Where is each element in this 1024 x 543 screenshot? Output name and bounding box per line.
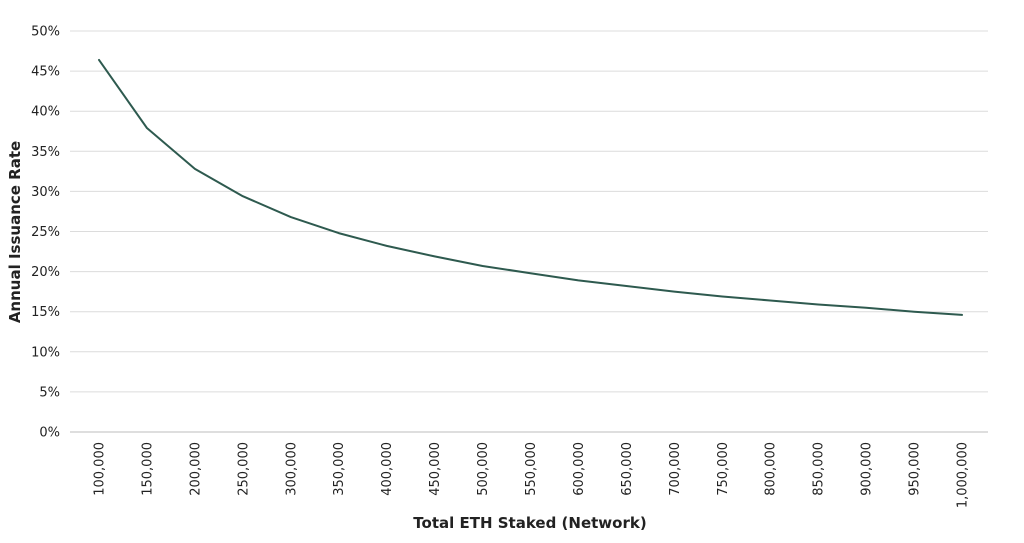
- series-line: [98, 58, 963, 316]
- x-axis-title: Total ETH Staked (Network): [413, 514, 646, 532]
- x-tick-label: 900,000: [860, 442, 875, 496]
- x-tick-label: 650,000: [620, 442, 635, 496]
- y-tick-label: 25%: [31, 225, 60, 240]
- y-tick-label: 45%: [31, 65, 60, 80]
- y-tick-label: 35%: [31, 145, 60, 160]
- y-tick-label: 10%: [31, 345, 60, 360]
- x-tick-label: 600,000: [572, 442, 587, 496]
- x-tick-label: 350,000: [332, 442, 347, 496]
- gridlines: [70, 30, 988, 433]
- y-tick-label: 20%: [31, 265, 60, 280]
- x-tick-label: 550,000: [524, 442, 539, 496]
- x-tick-label: 300,000: [284, 442, 299, 496]
- x-tick-label: 150,000: [140, 442, 155, 496]
- y-tick-label: 5%: [39, 385, 60, 400]
- y-tick-label: 40%: [31, 105, 60, 120]
- x-tick-label: 750,000: [716, 442, 731, 496]
- y-tick-label: 0%: [39, 426, 60, 441]
- x-tick-label: 800,000: [764, 442, 779, 496]
- x-tick-label: 950,000: [908, 442, 923, 496]
- x-tick-label: 100,000: [93, 442, 108, 496]
- y-tick-label: 30%: [31, 185, 60, 200]
- x-tick-label: 700,000: [668, 442, 683, 496]
- x-tick-label: 850,000: [812, 442, 827, 496]
- x-tick-label: 500,000: [476, 442, 491, 496]
- x-tick-label: 1,000,000: [956, 442, 971, 508]
- x-tick-label: 250,000: [236, 442, 251, 496]
- series-layer: [98, 58, 963, 316]
- y-tick-label: 50%: [31, 25, 60, 40]
- x-tick-label: 450,000: [428, 442, 443, 496]
- x-tick-label: 400,000: [380, 442, 395, 496]
- y-axis-title: Annual Issuance Rate: [6, 141, 24, 323]
- y-axis-ticks: 0% 5% 10% 15% 20% 25% 30% 35% 40% 45% 50%: [31, 25, 60, 441]
- x-tick-label: 200,000: [188, 442, 203, 496]
- x-axis-ticks: 100,000 150,000 200,000 250,000 300,000 350,0…: [93, 442, 971, 508]
- y-tick-label: 15%: [31, 305, 60, 320]
